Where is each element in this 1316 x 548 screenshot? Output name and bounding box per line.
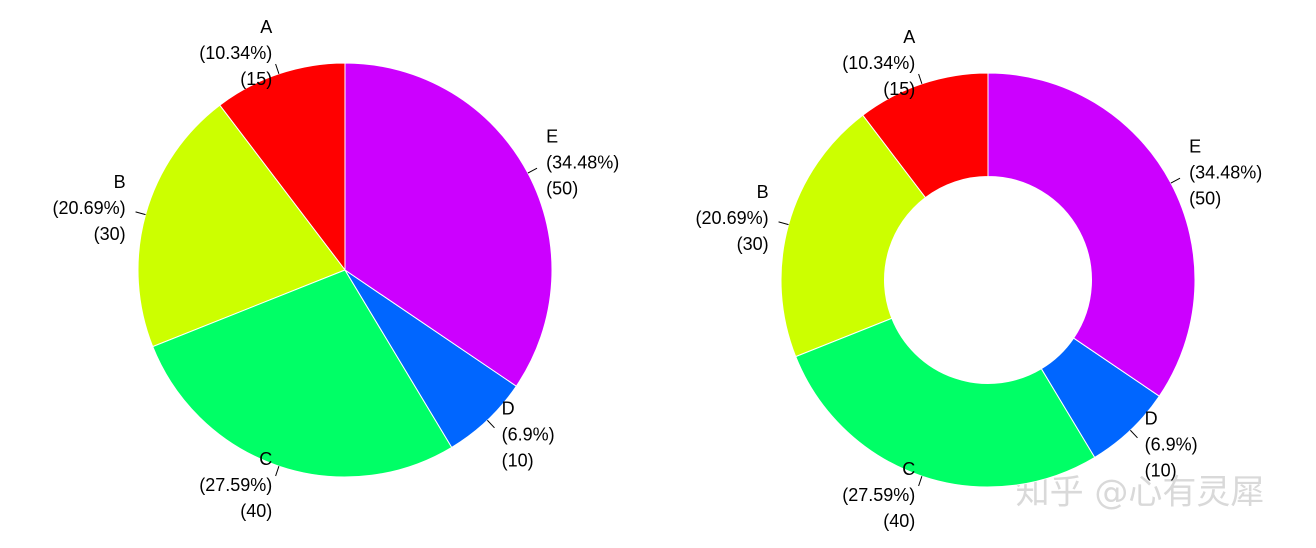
slice-label: B (20.69%) (30)	[53, 172, 126, 244]
label-line: D	[1145, 408, 1158, 428]
slice	[219, 62, 346, 272]
label-line: C	[902, 459, 915, 479]
label-line: (20.69%)	[53, 198, 126, 218]
label-line: (27.59%)	[842, 485, 915, 505]
label-tick	[918, 73, 923, 84]
label-line: (30)	[94, 224, 126, 244]
label-line: (27.59%)	[199, 475, 272, 495]
label-tick	[275, 466, 280, 477]
label-tick	[1170, 177, 1181, 184]
label-line: B	[114, 172, 126, 192]
label-line: A	[903, 27, 915, 47]
label-line: (15)	[883, 79, 915, 99]
label-line: (10.34%)	[842, 53, 915, 73]
label-line: (50)	[546, 178, 578, 198]
label-tick	[1129, 429, 1138, 439]
slice-label: C (27.59%) (40)	[199, 449, 272, 521]
label-line: (6.9%)	[502, 424, 555, 444]
label-line: D	[502, 398, 515, 418]
slice	[795, 317, 1096, 488]
label-line: B	[757, 182, 769, 202]
slice-label: B (20.69%) (30)	[696, 182, 769, 254]
slice	[780, 114, 927, 358]
slice-label: E (34.48%) (50)	[546, 126, 619, 198]
label-line: (50)	[1189, 188, 1221, 208]
label-tick	[275, 63, 280, 74]
label-line: (10.34%)	[199, 43, 272, 63]
label-line: E	[546, 126, 558, 146]
slice-label: D (6.9%) (10)	[1145, 408, 1198, 480]
slice	[152, 269, 453, 478]
label-tick	[486, 419, 495, 429]
label-line: C	[259, 449, 272, 469]
label-line: (6.9%)	[1145, 434, 1198, 454]
label-tick	[918, 476, 923, 487]
slice-label: A (10.34%) (15)	[842, 27, 915, 99]
label-line: (34.48%)	[546, 152, 619, 172]
slice-label: D (6.9%) (10)	[502, 398, 555, 470]
label-tick	[778, 221, 789, 226]
label-line: A	[260, 17, 272, 37]
slice	[987, 72, 1196, 397]
label-line: E	[1189, 136, 1201, 156]
donut-chart: A (10.34%) (15) B (20.69%) (30) C (27.59%) (40) D…	[696, 27, 1263, 531]
label-tick	[527, 167, 538, 174]
label-line: (40)	[883, 511, 915, 531]
slice-label: A (10.34%) (15)	[199, 17, 272, 89]
pie-chart: A (10.34%) (15) B (20.69%) (30) C (27.59%) (40) D…	[53, 17, 620, 521]
label-line: (10)	[1145, 460, 1177, 480]
watermark: 知乎 @心有灵犀	[1016, 473, 1265, 513]
label-line: (34.48%)	[1189, 162, 1262, 182]
slice	[137, 104, 346, 348]
label-line: (30)	[737, 234, 769, 254]
slice-label: E (34.48%) (50)	[1189, 136, 1262, 208]
label-tick	[135, 211, 146, 216]
label-line: (20.69%)	[696, 208, 769, 228]
label-line: (40)	[240, 501, 272, 521]
slice-label: C (27.59%) (40)	[842, 459, 915, 531]
label-line: (15)	[240, 69, 272, 89]
label-line: (10)	[502, 450, 534, 470]
